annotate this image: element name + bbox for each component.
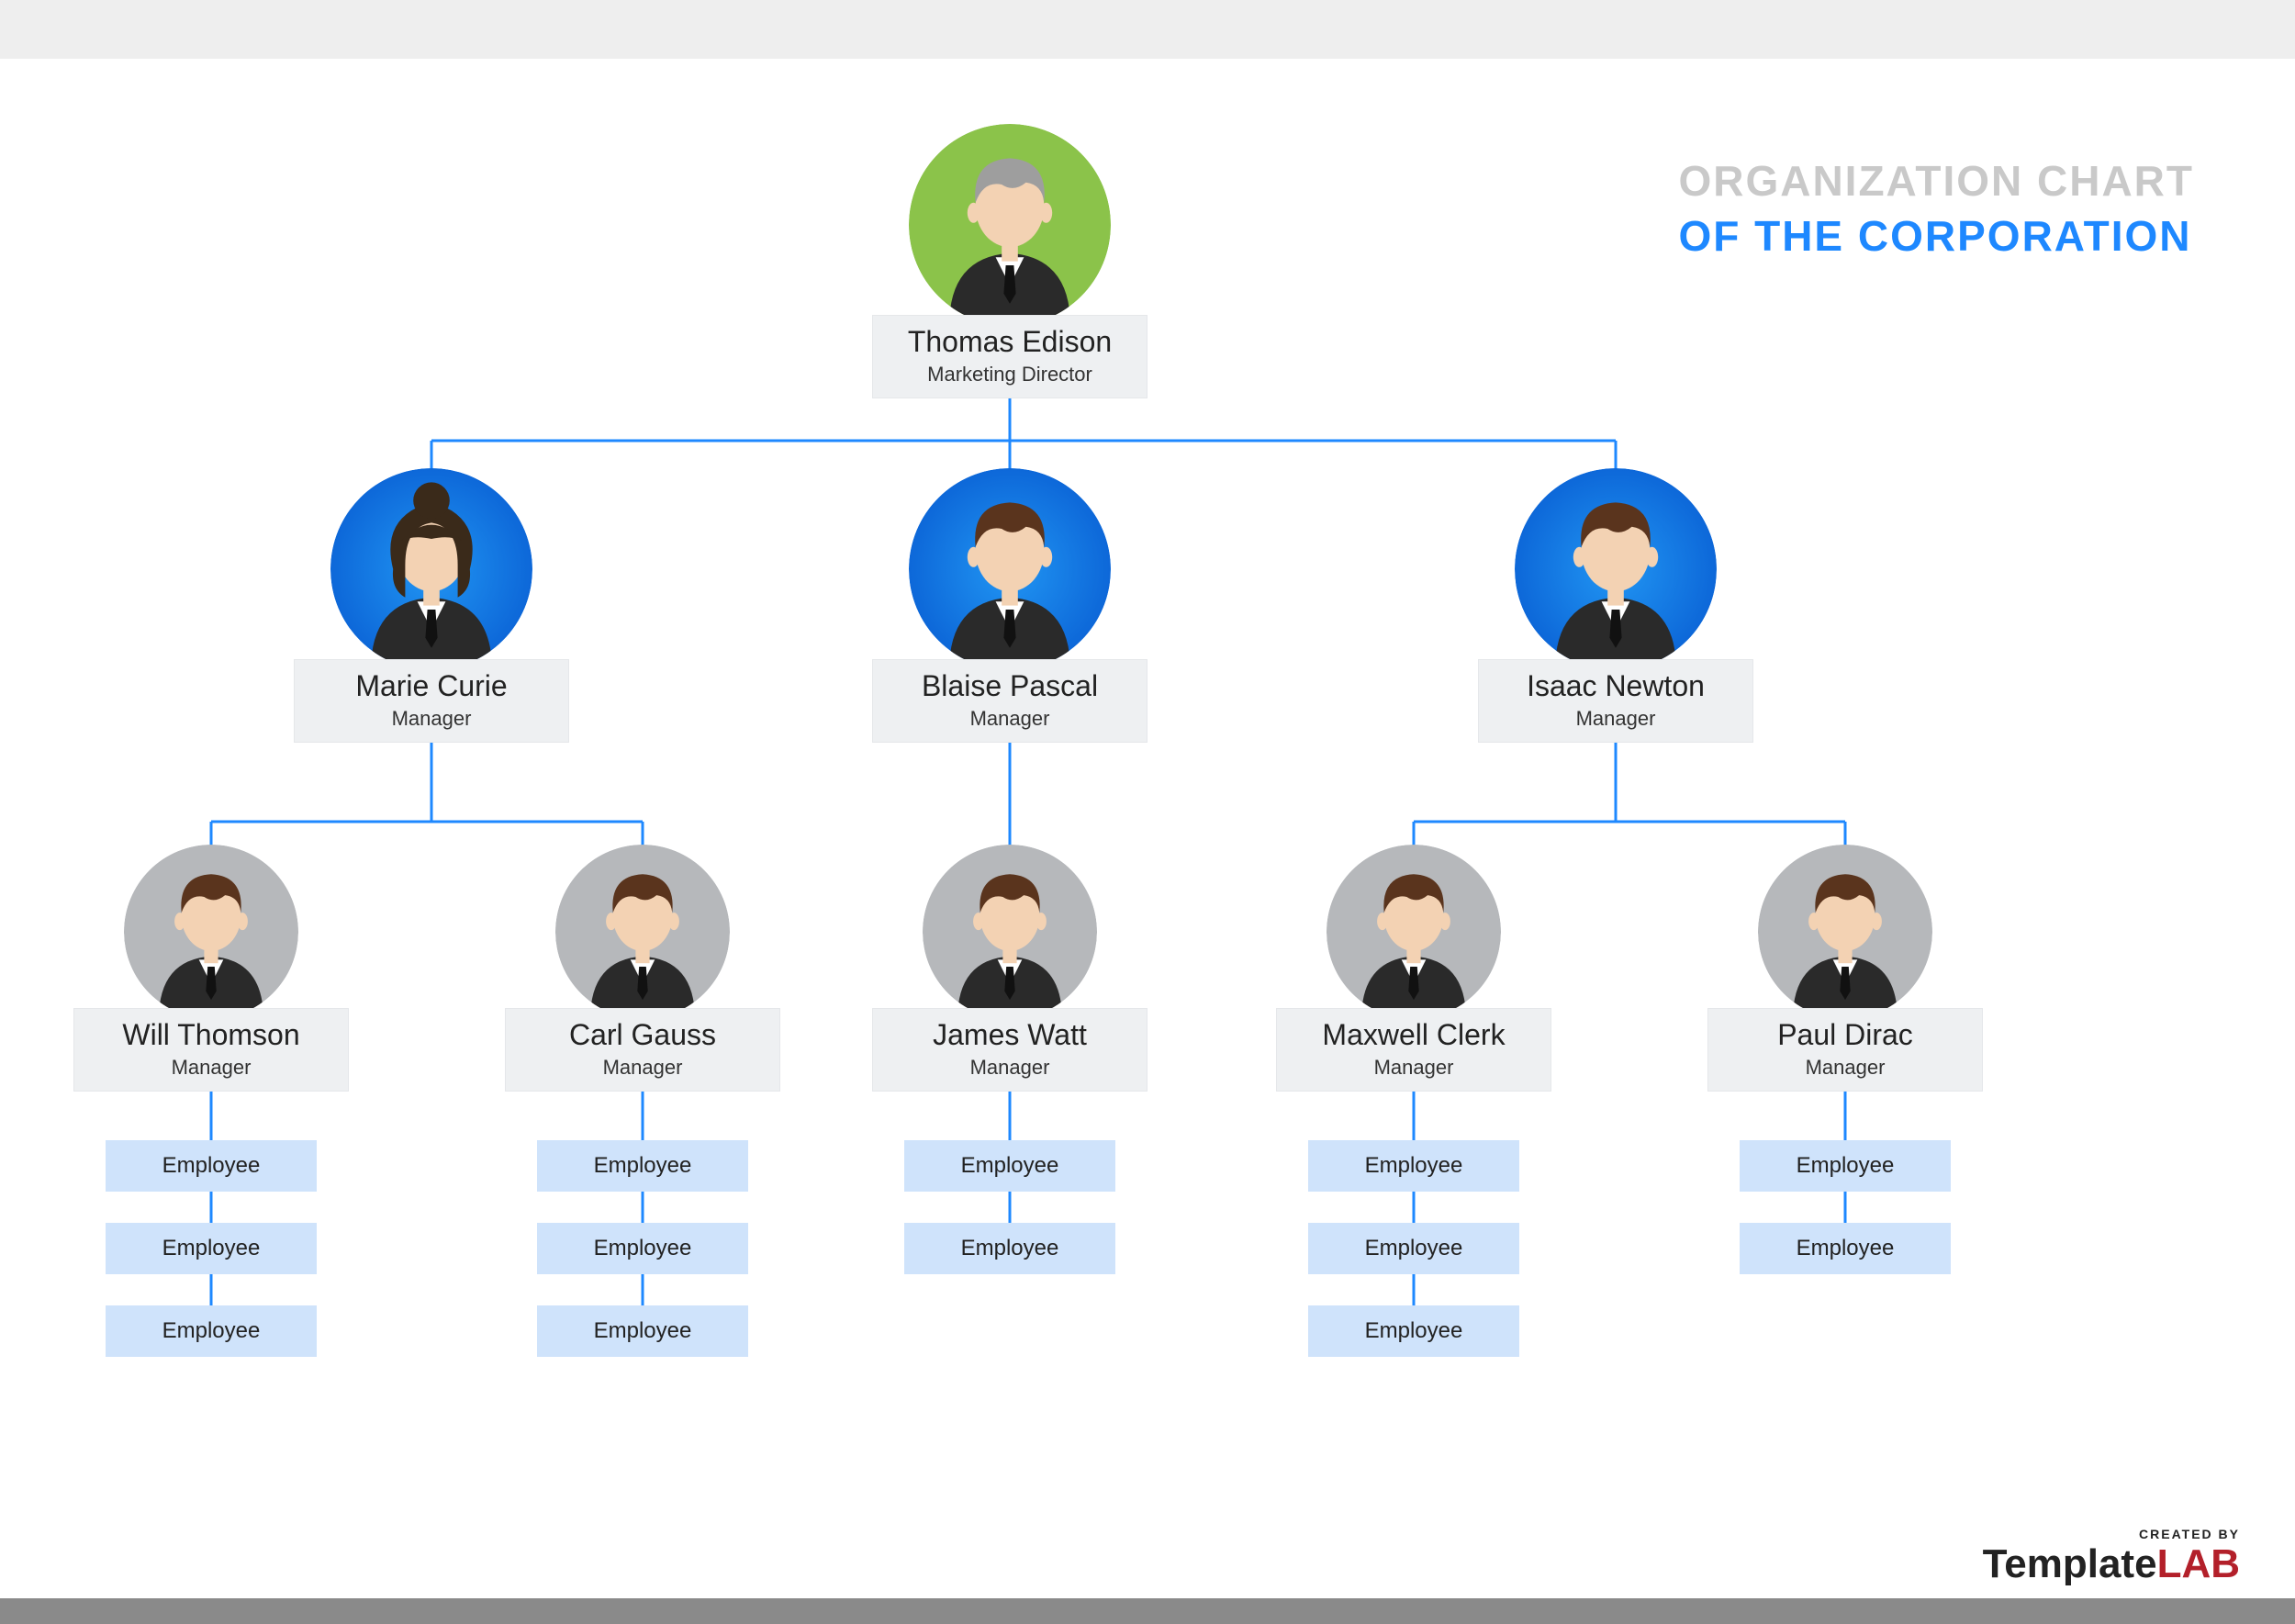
title-line1: ORGANIZATION CHART bbox=[1678, 156, 2194, 206]
person-label: Will Thomson Manager bbox=[73, 1008, 349, 1092]
org-node-sub-paul: Paul Dirac Manager bbox=[1707, 845, 1983, 1092]
person-role: Manager bbox=[513, 1056, 772, 1080]
person-role: Manager bbox=[1486, 707, 1745, 731]
employee-box: Employee bbox=[537, 1140, 748, 1192]
avatar-icon bbox=[923, 845, 1097, 1019]
person-role: Manager bbox=[302, 707, 561, 731]
logo-brand: TemplateLAB bbox=[1983, 1541, 2240, 1587]
page: ORGANIZATION CHART OF THE CORPORATION Th… bbox=[0, 0, 2295, 1624]
org-node-sub-will: Will Thomson Manager bbox=[73, 845, 349, 1092]
person-label: James Watt Manager bbox=[872, 1008, 1148, 1092]
logo-brand-b: LAB bbox=[2157, 1541, 2240, 1586]
avatar-icon bbox=[1758, 845, 1932, 1019]
employee-box: Employee bbox=[106, 1305, 317, 1357]
avatar-icon bbox=[909, 124, 1111, 326]
person-role: Manager bbox=[82, 1056, 341, 1080]
person-name: Marie Curie bbox=[302, 669, 561, 703]
title-block: ORGANIZATION CHART OF THE CORPORATION bbox=[1678, 156, 2194, 261]
person-name: Maxwell Clerk bbox=[1284, 1018, 1543, 1052]
employee-box: Employee bbox=[537, 1305, 748, 1357]
person-role: Manager bbox=[880, 1056, 1139, 1080]
employee-box: Employee bbox=[1308, 1305, 1519, 1357]
person-label: Maxwell Clerk Manager bbox=[1276, 1008, 1551, 1092]
person-role: Manager bbox=[1284, 1056, 1543, 1080]
org-node-sub-carl: Carl Gauss Manager bbox=[505, 845, 780, 1092]
org-node-mgr-blaise: Blaise Pascal Manager bbox=[872, 468, 1148, 743]
logo: CREATED BY TemplateLAB bbox=[1983, 1527, 2240, 1587]
employee-box: Employee bbox=[537, 1223, 748, 1274]
person-label: Marie Curie Manager bbox=[294, 659, 569, 743]
employee-box: Employee bbox=[1308, 1223, 1519, 1274]
employee-box: Employee bbox=[904, 1223, 1115, 1274]
logo-created-by: CREATED BY bbox=[1983, 1527, 2240, 1541]
avatar-icon bbox=[909, 468, 1111, 670]
person-name: Carl Gauss bbox=[513, 1018, 772, 1052]
person-name: Thomas Edison bbox=[880, 325, 1139, 359]
person-label: Carl Gauss Manager bbox=[505, 1008, 780, 1092]
avatar-icon bbox=[1327, 845, 1501, 1019]
person-name: Will Thomson bbox=[82, 1018, 341, 1052]
person-label: Paul Dirac Manager bbox=[1707, 1008, 1983, 1092]
employee-box: Employee bbox=[1740, 1140, 1951, 1192]
org-node-sub-james: James Watt Manager bbox=[872, 845, 1148, 1092]
avatar-icon bbox=[124, 845, 298, 1019]
avatar-icon bbox=[1515, 468, 1717, 670]
org-node-director: Thomas Edison Marketing Director bbox=[872, 124, 1148, 398]
employee-box: Employee bbox=[106, 1140, 317, 1192]
bottombar bbox=[0, 1598, 2295, 1624]
avatar-icon bbox=[555, 845, 730, 1019]
employee-box: Employee bbox=[106, 1223, 317, 1274]
person-name: Blaise Pascal bbox=[880, 669, 1139, 703]
person-name: Paul Dirac bbox=[1716, 1018, 1975, 1052]
person-role: Manager bbox=[1716, 1056, 1975, 1080]
org-node-sub-maxwell: Maxwell Clerk Manager bbox=[1276, 845, 1551, 1092]
topbar bbox=[0, 0, 2295, 59]
person-label: Isaac Newton Manager bbox=[1478, 659, 1753, 743]
avatar-icon bbox=[330, 468, 532, 670]
person-name: Isaac Newton bbox=[1486, 669, 1745, 703]
employee-box: Employee bbox=[1308, 1140, 1519, 1192]
person-label: Blaise Pascal Manager bbox=[872, 659, 1148, 743]
person-role: Manager bbox=[880, 707, 1139, 731]
employee-box: Employee bbox=[1740, 1223, 1951, 1274]
org-node-mgr-isaac: Isaac Newton Manager bbox=[1478, 468, 1753, 743]
employee-box: Employee bbox=[904, 1140, 1115, 1192]
person-role: Marketing Director bbox=[880, 363, 1139, 386]
org-node-mgr-marie: Marie Curie Manager bbox=[294, 468, 569, 743]
logo-brand-a: Template bbox=[1983, 1541, 2157, 1586]
person-name: James Watt bbox=[880, 1018, 1139, 1052]
person-label: Thomas Edison Marketing Director bbox=[872, 315, 1148, 398]
title-line2: OF THE CORPORATION bbox=[1678, 211, 2194, 261]
